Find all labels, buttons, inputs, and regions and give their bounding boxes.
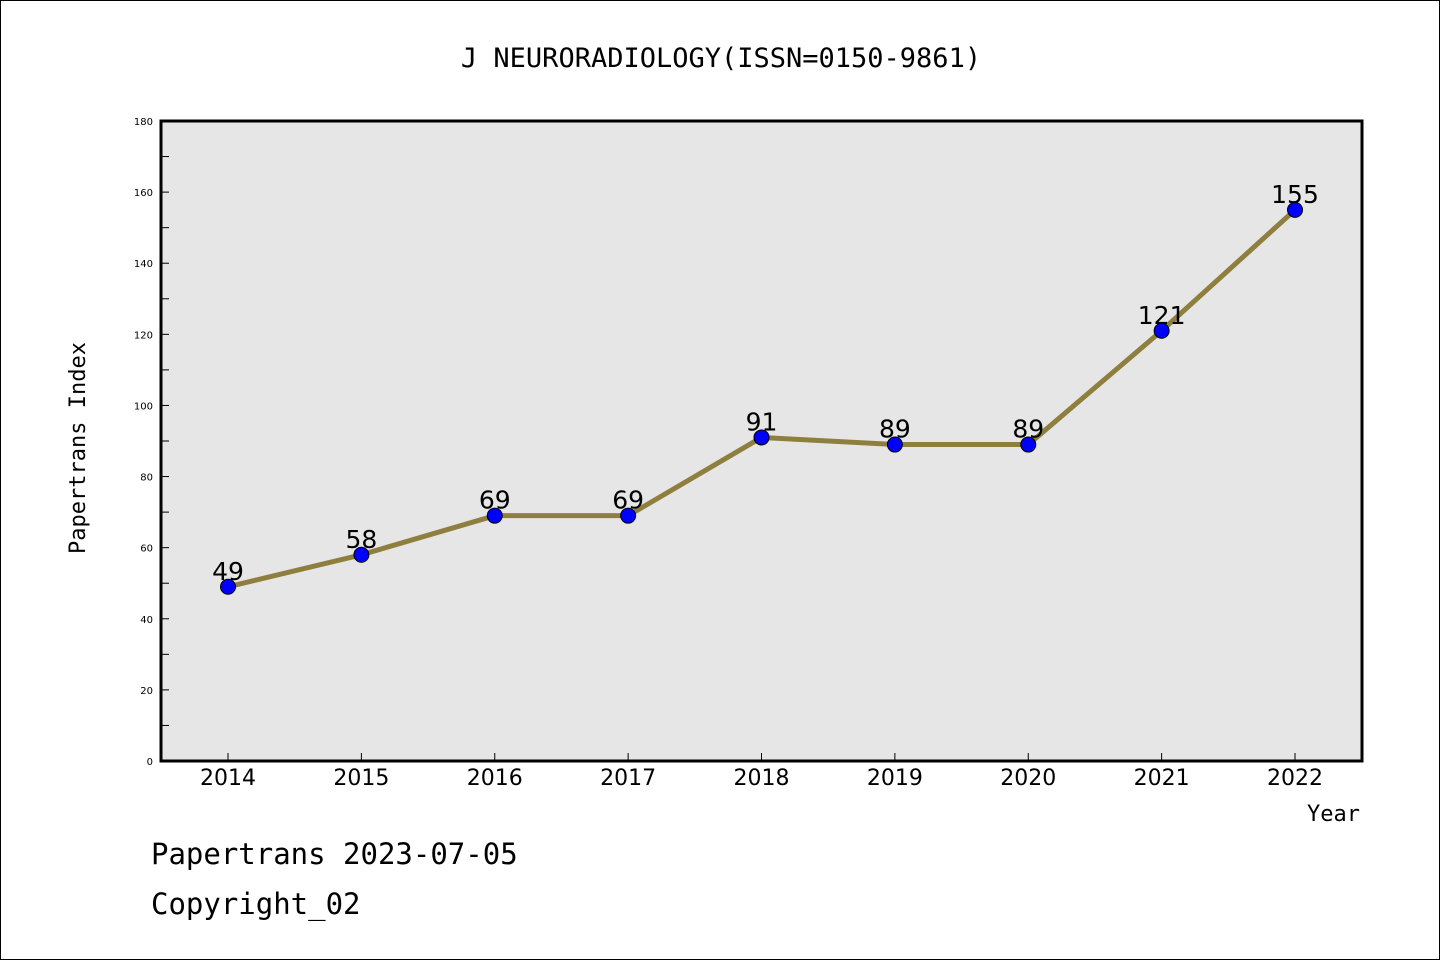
y-tick-label: 40: [140, 615, 153, 626]
data-point: [220, 578, 236, 595]
y-tick-label: 60: [140, 544, 153, 555]
data-label: 121: [1138, 301, 1186, 330]
x-tick-label: 2016: [467, 766, 523, 791]
x-tick-label: 2021: [1134, 766, 1190, 791]
y-tick-label: 160: [134, 188, 153, 199]
x-tick-label: 2015: [333, 766, 389, 791]
y-axis-label: Papertrans Index: [66, 342, 91, 554]
x-tick-label: 2014: [200, 766, 256, 791]
y-tick-label: 80: [140, 473, 153, 484]
y-tick-label: 140: [134, 259, 153, 270]
y-tick-label: 0: [147, 757, 153, 768]
x-tick-label: 2020: [1000, 766, 1056, 791]
y-tick-label: 20: [140, 686, 153, 697]
data-point: [1153, 322, 1170, 339]
x-tick-label: 2017: [600, 766, 656, 791]
data-point: [353, 546, 370, 563]
y-axis-ticks: 0 20 40 60 80 100 120 140 160 180: [134, 117, 169, 768]
data-point: [1287, 201, 1303, 218]
x-axis-ticks: 2014 2015 2016 2017 2018 2019 2020 2021 2022: [200, 753, 1323, 791]
x-tick-label: 2018: [734, 766, 790, 791]
data-label: 58: [345, 525, 377, 554]
data-point: [886, 436, 903, 453]
data-label: 49: [212, 557, 244, 586]
footer-copyright: Copyright_02: [151, 887, 361, 921]
data-point: [753, 429, 770, 446]
data-label: 89: [879, 415, 911, 444]
y-tick-label: 100: [134, 401, 153, 412]
footer-date: Papertrans 2023-07-05: [151, 837, 518, 871]
chart-title: J NEURORADIOLOGY(ISSN=0150-9861): [461, 43, 981, 74]
data-label: 91: [746, 407, 778, 436]
data-label: 69: [479, 486, 511, 515]
x-axis-label: Year: [1307, 802, 1360, 827]
data-label: 89: [1012, 415, 1044, 444]
data-point: [486, 507, 503, 524]
y-tick-label: 180: [134, 117, 153, 128]
y-tick-label: 120: [134, 330, 153, 341]
data-point: [1020, 436, 1037, 453]
series-group: 49 58 69 69 91 89 89 121 155: [212, 180, 1319, 595]
x-tick-label: 2019: [867, 766, 923, 791]
data-label: 155: [1271, 180, 1319, 209]
x-tick-label: 2022: [1267, 766, 1323, 791]
data-label: 69: [612, 486, 644, 515]
data-point: [620, 507, 637, 524]
